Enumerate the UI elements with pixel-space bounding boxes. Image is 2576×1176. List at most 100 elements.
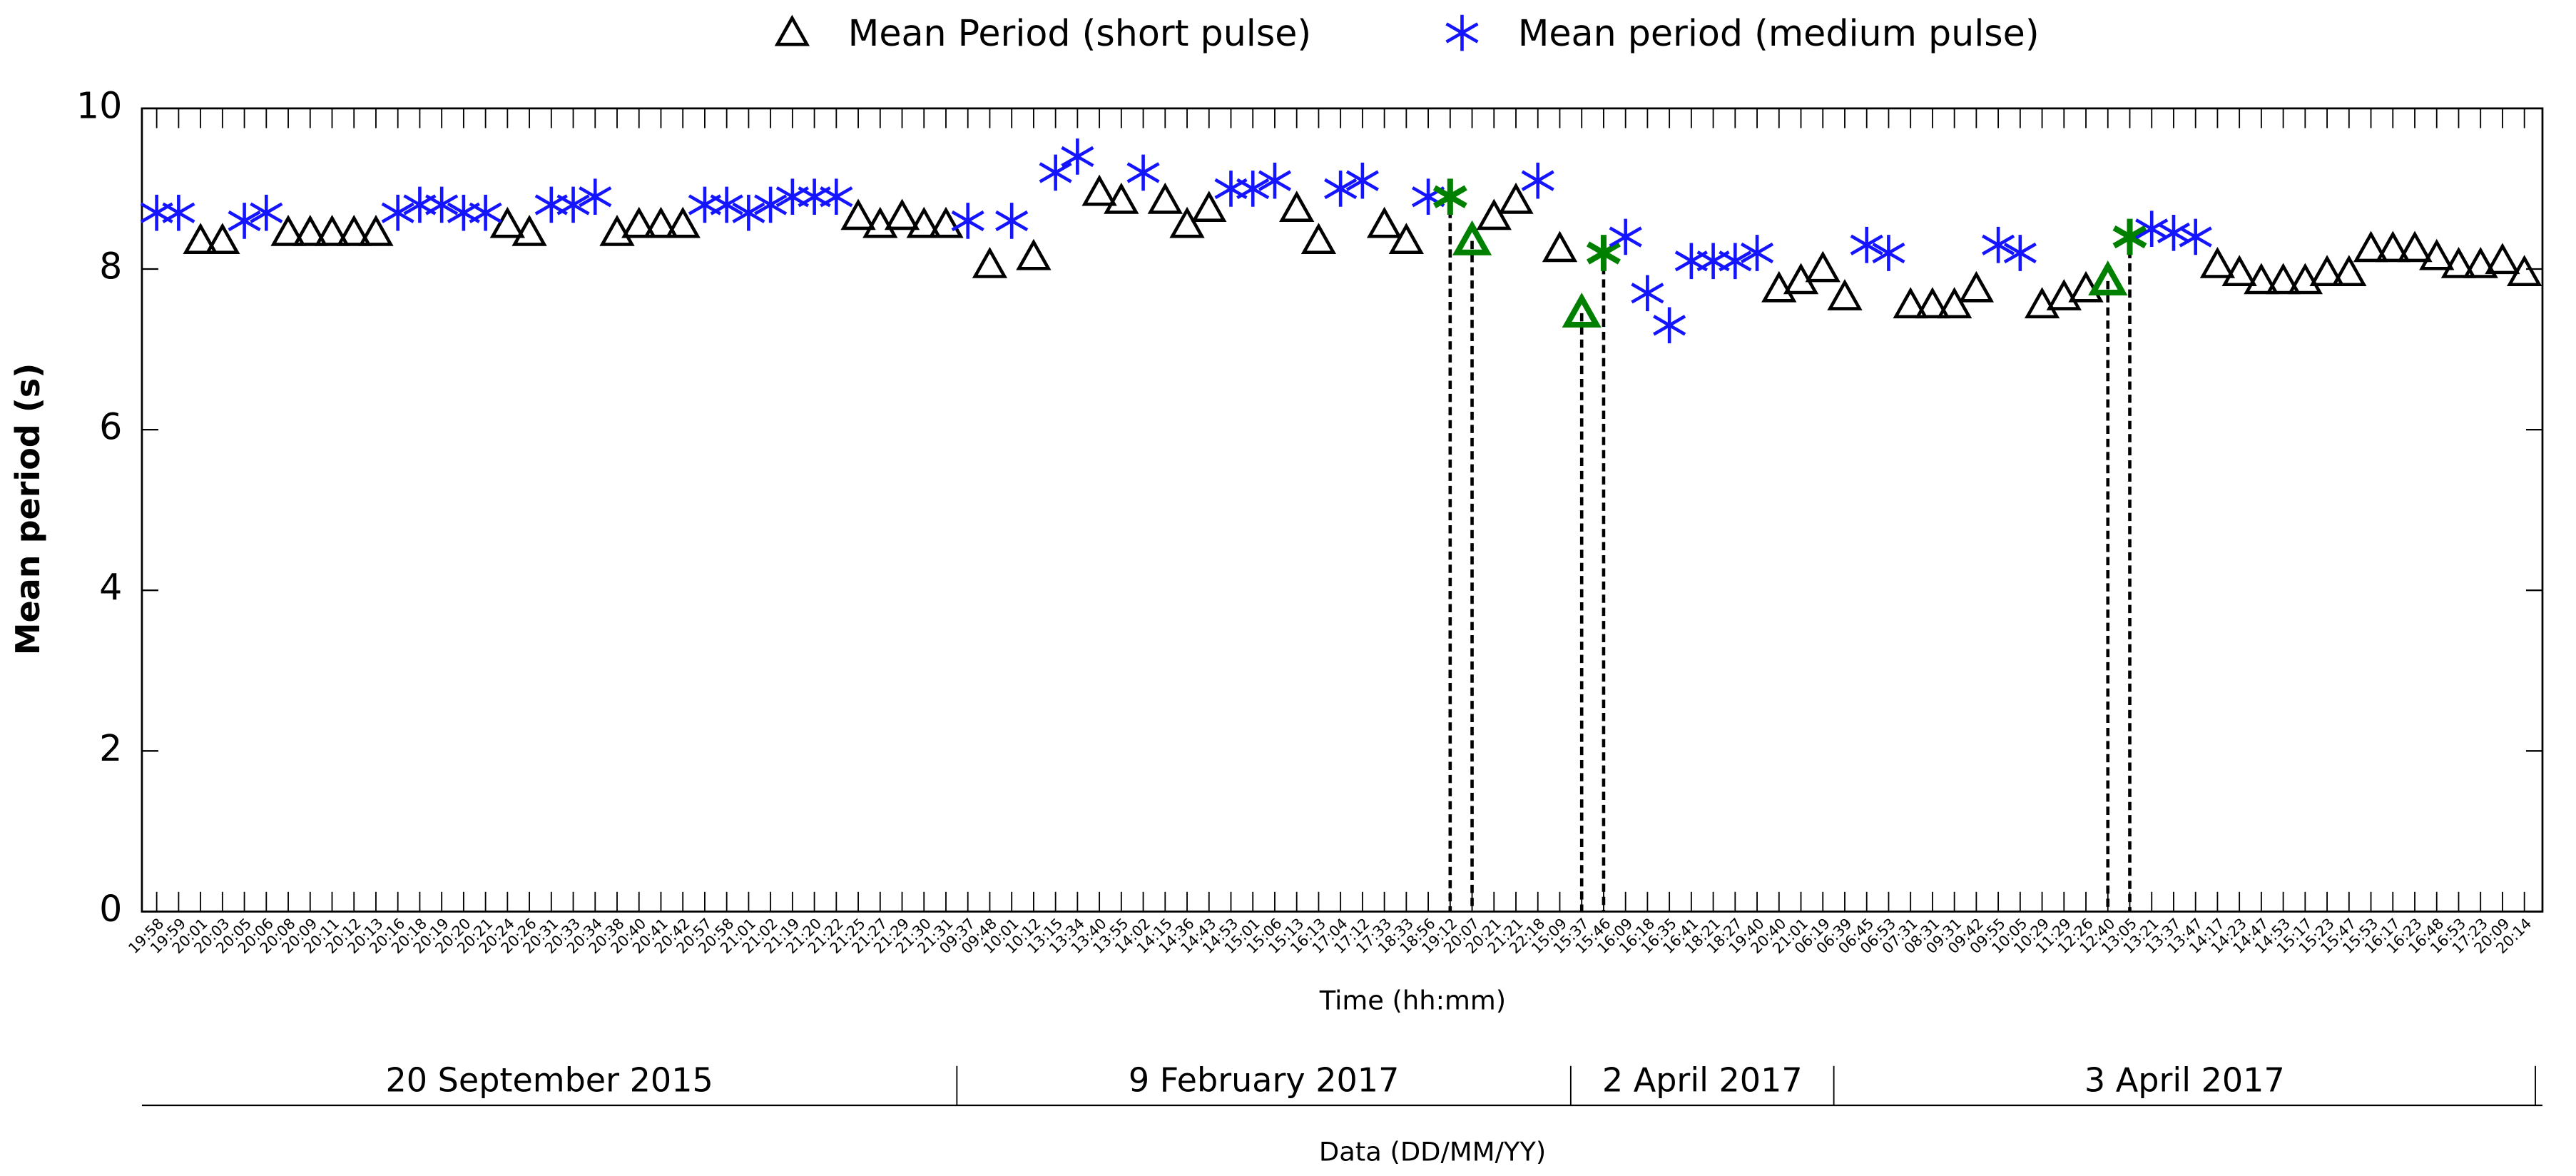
point <box>183 223 218 255</box>
point <box>1345 162 1379 199</box>
point <box>1674 243 1708 280</box>
point <box>2507 255 2542 287</box>
point <box>840 198 876 230</box>
point <box>1258 162 1292 199</box>
point <box>1300 223 1337 255</box>
y-tick-label: 2 <box>99 727 122 769</box>
plot-frame <box>141 107 2544 913</box>
date-axis-label: Data (DD/MM/YY) <box>1319 1136 1546 1167</box>
point <box>2157 215 2191 251</box>
point <box>2088 260 2128 296</box>
point <box>2024 287 2060 319</box>
y-tick-label: 8 <box>99 245 122 288</box>
point <box>951 203 984 239</box>
point <box>292 214 328 246</box>
point <box>2397 230 2433 263</box>
point <box>556 186 590 223</box>
point <box>1366 206 1402 238</box>
point <box>1126 154 1160 191</box>
point <box>1631 275 1664 312</box>
legend-label: Mean period (medium pulse) <box>1518 12 2040 54</box>
point <box>1147 182 1183 214</box>
point <box>1412 178 1445 216</box>
point <box>2287 263 2323 295</box>
point <box>2353 230 2389 263</box>
point <box>2003 235 2037 271</box>
point <box>1586 235 1621 271</box>
point <box>1936 287 1972 319</box>
point <box>862 206 898 238</box>
point <box>1039 154 1072 191</box>
point <box>995 203 1029 239</box>
point <box>1388 223 1425 255</box>
point <box>358 214 394 246</box>
point <box>1982 226 2015 263</box>
point <box>489 206 526 238</box>
point <box>1958 270 1995 303</box>
point <box>2135 211 2169 248</box>
point <box>1805 250 1841 283</box>
point <box>820 178 853 216</box>
point <box>1761 270 1797 303</box>
point <box>643 206 679 238</box>
point <box>884 198 920 230</box>
point <box>2221 255 2257 287</box>
point <box>1653 307 1686 344</box>
point <box>710 186 743 223</box>
point <box>381 194 414 231</box>
point <box>2419 238 2455 270</box>
point <box>1521 162 1554 199</box>
point <box>579 178 612 216</box>
point <box>228 203 261 239</box>
date-label: 9 February 2017 <box>1129 1060 1400 1099</box>
point <box>1081 174 1117 206</box>
point <box>688 186 722 223</box>
y-tick-label: 6 <box>99 406 122 448</box>
point <box>1562 292 1602 328</box>
y-tick-label: 4 <box>99 567 122 609</box>
point <box>1827 278 1863 310</box>
point <box>140 194 173 231</box>
point <box>314 214 350 246</box>
point <box>1061 138 1094 175</box>
point <box>1542 230 1578 263</box>
point <box>2199 246 2236 278</box>
point <box>1498 182 1534 214</box>
point <box>511 214 547 246</box>
point <box>2485 243 2520 275</box>
date-label: 3 April 2017 <box>2084 1060 2285 1099</box>
point <box>754 186 788 223</box>
point <box>1609 218 1642 255</box>
y-tick-label: 0 <box>99 888 122 930</box>
point <box>1432 178 1467 216</box>
point <box>2046 278 2082 310</box>
point <box>1236 171 1270 207</box>
point <box>906 206 942 238</box>
point <box>250 194 283 231</box>
point <box>1476 198 1512 230</box>
point <box>2265 263 2301 295</box>
legend-symbol <box>774 14 810 46</box>
point <box>732 194 765 231</box>
point <box>1191 191 1227 223</box>
y-tick-label: 10 <box>76 84 122 126</box>
point <box>534 186 568 223</box>
point <box>972 246 1008 278</box>
y-axis-label: Mean period (s) <box>9 363 47 655</box>
legend-symbol <box>1445 14 1479 51</box>
point <box>2244 263 2279 295</box>
point <box>2440 246 2477 278</box>
point <box>1893 287 1928 319</box>
point <box>599 214 635 246</box>
point <box>1324 171 1358 207</box>
point <box>1169 206 1205 238</box>
point <box>1016 238 1052 270</box>
point <box>665 206 701 238</box>
point <box>469 194 502 231</box>
point <box>1214 171 1248 207</box>
point <box>205 223 240 255</box>
point <box>2331 255 2367 287</box>
date-label: 20 September 2015 <box>386 1060 713 1099</box>
